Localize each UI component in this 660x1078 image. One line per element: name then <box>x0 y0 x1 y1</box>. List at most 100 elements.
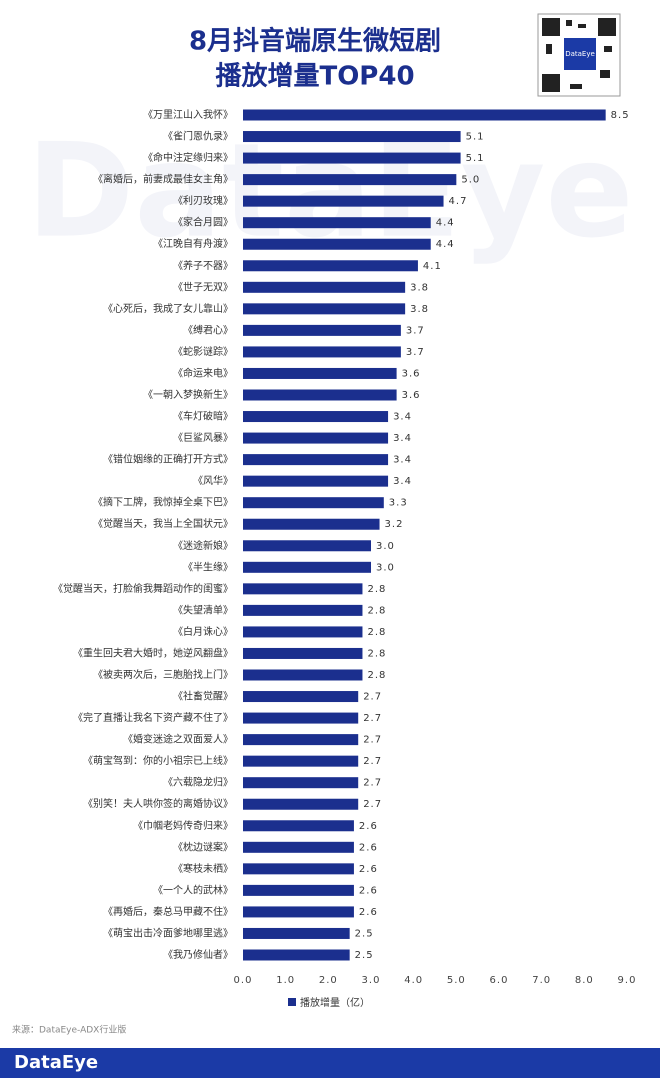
bar <box>243 777 359 789</box>
bar <box>243 367 397 379</box>
y-tick-label: 《社畜觉醒》 <box>173 690 233 703</box>
value-label: 2.7 <box>363 756 382 767</box>
qr-label: DataEye <box>565 50 595 58</box>
bar <box>243 927 350 939</box>
y-tick-label: 《命运来电》 <box>173 366 233 379</box>
bar <box>243 561 371 573</box>
x-tick-label: 1.0 <box>276 975 295 986</box>
y-tick-label: 《巾帼老妈传奇归来》 <box>133 819 233 832</box>
value-label: 3.0 <box>376 562 395 573</box>
bar <box>243 432 389 444</box>
y-tick-label: 《失望清单》 <box>173 603 233 616</box>
y-tick-label: 《觉醒当天，我当上全国状元》 <box>93 517 233 530</box>
value-label: 2.7 <box>363 692 382 703</box>
y-tick-label: 《萌宝驾到：你的小祖宗已上线》 <box>83 754 233 767</box>
value-label: 2.6 <box>359 907 378 918</box>
x-tick-label: 7.0 <box>532 975 551 986</box>
y-tick-label: 《我乃修仙者》 <box>163 948 233 961</box>
y-tick-label: 《觉醒当天，打脸偷我舞蹈动作的闺蜜》 <box>53 582 233 595</box>
value-label: 2.8 <box>367 605 386 616</box>
bar <box>243 604 363 616</box>
value-label: 2.5 <box>355 928 374 939</box>
y-tick-label: 《错位姻缘的正确打开方式》 <box>103 453 233 466</box>
bar <box>243 454 389 466</box>
bar <box>243 798 359 810</box>
value-label: 2.7 <box>363 799 382 810</box>
y-tick-label: 《半生缘》 <box>183 560 233 573</box>
bar <box>243 820 354 832</box>
bar <box>243 518 380 530</box>
value-label: 2.6 <box>359 864 378 875</box>
footer-band <box>0 1048 660 1078</box>
bar <box>243 583 363 595</box>
bar <box>243 647 363 659</box>
value-label: 4.4 <box>436 218 455 229</box>
y-tick-label: 《六载隐龙归》 <box>163 776 233 789</box>
y-tick-label: 《缚君心》 <box>183 323 233 336</box>
y-tick-label: 《江晚自有舟渡》 <box>153 237 233 250</box>
value-label: 8.5 <box>611 110 630 121</box>
value-label: 5.1 <box>466 132 485 143</box>
bar <box>243 281 406 293</box>
bar <box>243 389 397 401</box>
y-tick-label: 《寒枝未栖》 <box>173 862 233 875</box>
bar <box>243 863 354 875</box>
y-tick-label: 《再婚后，秦总马甲藏不住》 <box>103 905 233 918</box>
footer-brand: DataEye <box>14 1052 98 1073</box>
y-tick-label: 《重生回夫君大婚时，她逆风翻盘》 <box>73 646 233 659</box>
value-label: 2.8 <box>367 627 386 638</box>
value-label: 2.8 <box>367 584 386 595</box>
bar <box>243 217 431 229</box>
y-tick-label: 《命中注定缘归来》 <box>143 151 233 164</box>
value-label: 2.8 <box>367 648 386 659</box>
value-label: 2.5 <box>355 950 374 961</box>
x-tick-label: 3.0 <box>362 975 381 986</box>
value-label: 2.8 <box>367 670 386 681</box>
legend-swatch <box>288 998 296 1006</box>
y-tick-label: 《蛇影谜踪》 <box>173 345 233 358</box>
bar <box>243 152 461 164</box>
value-label: 2.7 <box>363 735 382 746</box>
bar <box>243 195 444 207</box>
y-tick-label: 《被卖两次后，三胞胎找上门》 <box>93 668 233 681</box>
y-tick-label: 《车灯破暗》 <box>173 410 233 423</box>
value-label: 2.7 <box>363 713 382 724</box>
value-label: 3.7 <box>406 325 425 336</box>
value-label: 3.6 <box>402 390 421 401</box>
bar <box>243 260 418 272</box>
x-tick-label: 5.0 <box>447 975 466 986</box>
bar <box>243 324 401 336</box>
y-tick-label: 《利刃玫瑰》 <box>173 194 233 207</box>
y-tick-label: 《一个人的武林》 <box>153 883 233 896</box>
value-label: 2.6 <box>359 885 378 896</box>
qr-code: DataEye <box>537 13 621 97</box>
y-tick-label: 《家合月圆》 <box>173 216 233 229</box>
bar <box>243 884 354 896</box>
bar <box>243 303 406 315</box>
value-label: 5.1 <box>466 153 485 164</box>
y-tick-label: 《一朝入梦换新生》 <box>143 388 233 401</box>
bar <box>243 669 363 681</box>
value-label: 3.6 <box>402 368 421 379</box>
bar <box>243 475 389 487</box>
value-label: 3.3 <box>389 498 408 509</box>
bar <box>243 734 359 746</box>
value-label: 4.1 <box>423 261 442 272</box>
bar <box>243 540 371 552</box>
x-tick-label: 4.0 <box>404 975 423 986</box>
bar <box>243 411 389 423</box>
y-tick-label: 《离婚后，前妻成最佳女主角》 <box>93 173 233 186</box>
value-label: 4.7 <box>449 196 468 207</box>
chart-subtitle: 播放增量TOP40 <box>215 61 414 92</box>
y-tick-label: 《别笑！夫人哄你签的离婚协议》 <box>83 797 233 810</box>
bar <box>243 626 363 638</box>
y-tick-label: 《万里江山入我怀》 <box>143 109 233 121</box>
x-tick-label: 2.0 <box>319 975 338 986</box>
y-tick-label: 《萌宝出击冷面爹地哪里逃》 <box>103 926 233 939</box>
value-label: 3.8 <box>410 282 429 293</box>
y-tick-label: 《雀门恩仇录》 <box>163 130 233 143</box>
y-tick-label: 《枕边谜案》 <box>173 840 233 853</box>
legend-label: 播放增量（亿） <box>300 996 370 1009</box>
value-label: 3.2 <box>385 519 404 530</box>
bar <box>243 712 359 724</box>
